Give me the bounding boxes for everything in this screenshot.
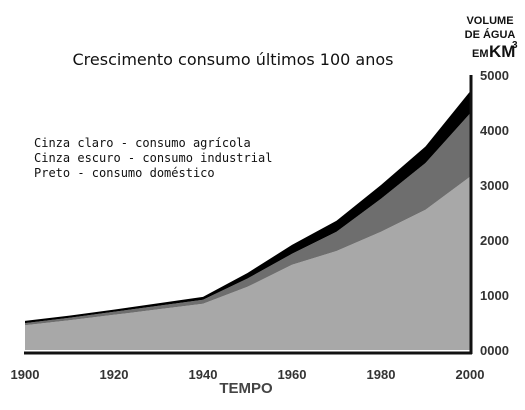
y-axis-unit-prefix: EM [472, 48, 489, 60]
y-axis-unit: KM [489, 42, 515, 61]
area-industrial [25, 113, 470, 326]
y-tick-label: 2000 [480, 233, 509, 248]
y-axis-unit-exponent: 3 [512, 40, 518, 51]
y-axis-label-line2: DE ÁGUA [465, 28, 516, 41]
y-axis-label: VOLUME DE ÁGUA EM KM 3 [465, 15, 518, 61]
area-series-group [25, 91, 470, 350]
x-tick-label: 1980 [367, 367, 396, 382]
legend-entry-domestico: Preto - consumo doméstico [34, 166, 215, 180]
legend-entry-agricola: Cinza claro - consumo agrícola [34, 136, 251, 150]
x-tick-label: 1900 [11, 367, 40, 382]
y-tick-label: 0000 [480, 343, 509, 358]
y-tick-labels: 0000 1000 2000 3000 4000 5000 [480, 68, 509, 358]
x-tick-labels: 1900 1920 1940 1960 1980 2000 [11, 367, 485, 382]
x-axis-label: TEMPO [219, 380, 273, 397]
x-tick-label: 2000 [456, 367, 485, 382]
y-tick-label: 4000 [480, 123, 509, 138]
area-domestico [25, 91, 470, 324]
legend-entry-industrial: Cinza escuro - consumo industrial [34, 151, 272, 165]
y-axis-label-line1: VOLUME [466, 15, 513, 27]
area-agricola [25, 176, 470, 350]
x-tick-label: 1920 [100, 367, 129, 382]
chart-title: Crescimento consumo últimos 100 anos [73, 50, 394, 69]
y-tick-label: 1000 [480, 288, 509, 303]
y-tick-label: 5000 [480, 68, 509, 83]
x-tick-label: 1940 [189, 367, 218, 382]
x-tick-label: 1960 [278, 367, 307, 382]
legend: Cinza claro - consumo agrícola Cinza esc… [34, 136, 272, 180]
y-tick-label: 3000 [480, 178, 509, 193]
